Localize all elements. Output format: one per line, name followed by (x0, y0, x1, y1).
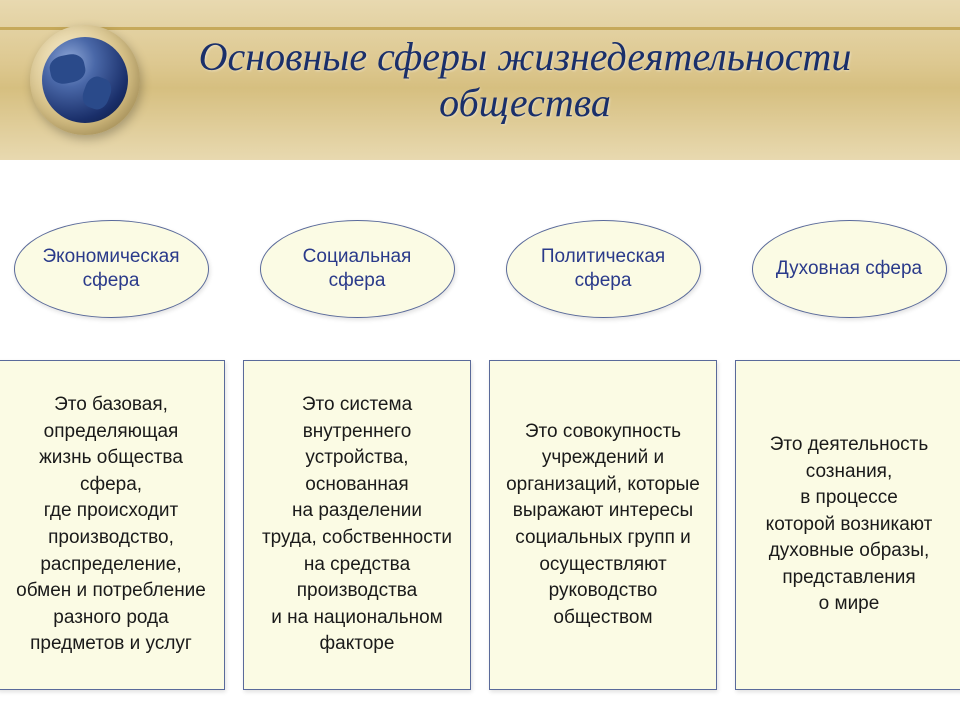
ellipse-economic: Экономическая сфера (14, 220, 209, 318)
box-social: Это система внутреннего устройства, осно… (243, 360, 471, 690)
box-economic: Это базовая, определяющая жизнь общества… (0, 360, 225, 690)
ellipse-spiritual: Духовная сфера (752, 220, 947, 318)
column-political: Политическая сфера Это совокупность учре… (489, 220, 717, 690)
ellipse-political: Политическая сфера (506, 220, 701, 318)
spheres-diagram: Экономическая сфера Это базовая, определ… (0, 160, 960, 690)
column-spiritual: Духовная сфера Это деятельность сознания… (735, 220, 960, 690)
column-economic: Экономическая сфера Это базовая, определ… (0, 220, 225, 690)
slide-header: Основные сферы жизнедеятельности обществ… (0, 0, 960, 160)
header-accent-line (0, 27, 960, 30)
ellipse-social: Социальная сфера (260, 220, 455, 318)
box-political: Это совокупность учреждений и организаци… (489, 360, 717, 690)
globe-icon (30, 25, 140, 135)
column-social: Социальная сфера Это система внутреннего… (243, 220, 471, 690)
box-spiritual: Это деятельность сознания, в процессе ко… (735, 360, 960, 690)
slide-title: Основные сферы жизнедеятельности обществ… (140, 34, 960, 126)
